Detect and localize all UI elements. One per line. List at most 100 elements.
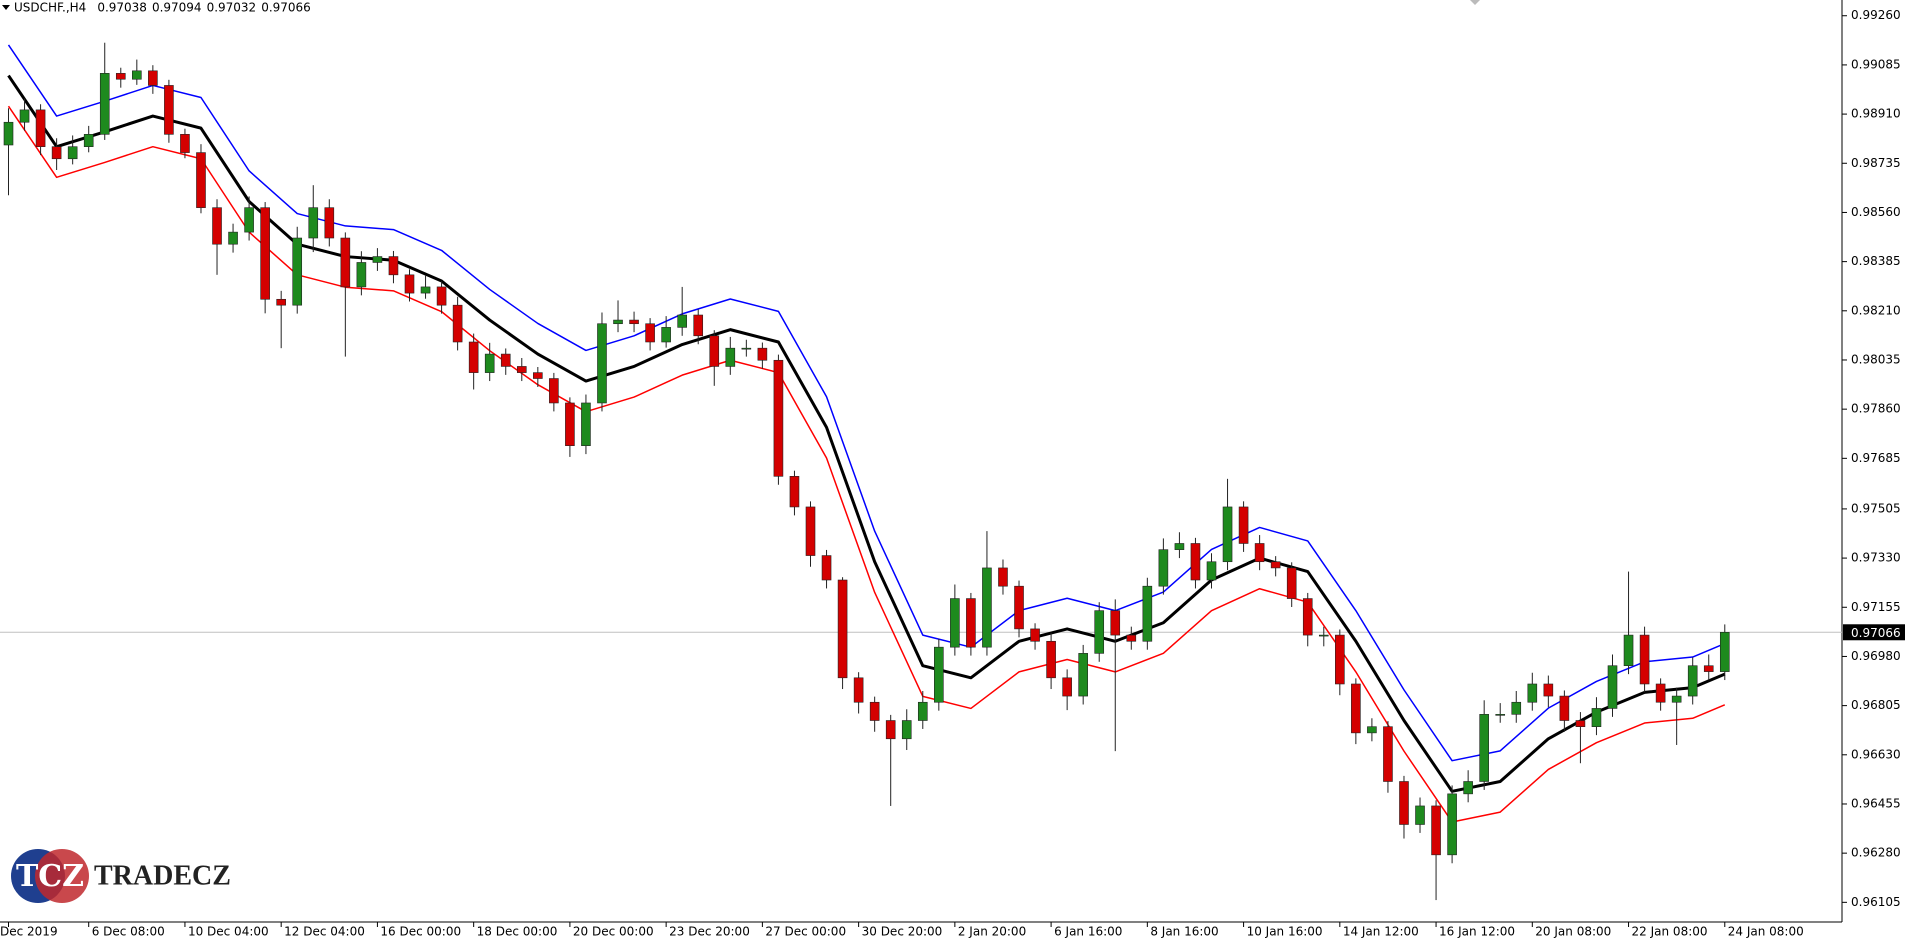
x-tick-label: 20 Jan 08:00 [1535,925,1611,939]
candle-body [83,134,94,147]
candle-body [533,372,543,379]
candle-body [19,109,30,123]
candle-body [1415,805,1425,825]
x-tick-label: Dec 2019 [0,925,58,939]
header-text: 0.97066 [261,1,311,15]
y-tick-label: 0.97505 [1851,501,1901,515]
candle-body [500,353,511,367]
candle-body [3,121,14,146]
candle-body [1591,708,1602,727]
candle-body [148,70,158,86]
candle-body [1078,653,1088,697]
y-tick-label: 0.96980 [1851,649,1901,663]
candle-body [629,319,639,325]
candle-body [773,359,784,477]
candle-body [260,207,270,300]
y-tick-label: 0.97155 [1851,600,1901,614]
candle-body [934,646,944,703]
candle-body [1431,805,1441,856]
x-tick-label: 23 Dec 20:00 [669,925,750,939]
candle-body [115,73,126,80]
candle-body [180,134,190,153]
candle-body [1351,683,1361,734]
candle-body [1126,634,1137,642]
candle-body [1142,585,1153,642]
x-tick-label: 6 Dec 08:00 [92,925,165,939]
candle-body [1607,665,1618,709]
candle-body [228,231,238,245]
candle-body [212,207,222,245]
candle-body [292,237,303,306]
candle-body [276,298,286,306]
candle-body [1671,695,1682,703]
candle-body [516,366,527,373]
y-tick-label: 0.99260 [1851,8,1901,22]
x-tick-label: 6 Jan 16:00 [1054,925,1122,939]
candle-body [1335,634,1345,685]
candle-body [966,598,976,648]
candle-body [1286,567,1297,599]
candle-body [565,402,575,446]
candle-body [484,353,495,373]
candle-body [1463,781,1473,795]
last-price-box [1843,624,1905,641]
candle-body [837,579,848,679]
x-tick-label: 24 Jan 08:00 [1728,925,1804,939]
candle-body [613,319,623,325]
candle-body [805,506,816,556]
candle-body [1575,720,1586,727]
candle-body [917,701,928,721]
candle-body [757,347,768,361]
x-tick-label: 20 Dec 00:00 [573,925,654,939]
candle-body [67,146,78,160]
candle-body [1639,634,1650,685]
candle-body [1190,543,1201,581]
candle-body [581,402,591,446]
y-tick-label: 0.98735 [1851,156,1901,170]
candle-body [741,347,752,350]
candle-body [132,70,142,80]
candle-body [308,207,319,239]
candle-body [51,146,62,160]
candle-body [1046,640,1056,679]
candle-body [1158,549,1169,587]
y-tick-label: 0.99085 [1851,57,1901,71]
y-tick-label: 0.98910 [1851,107,1901,121]
candle-body [1222,506,1233,563]
shift-marker [1470,0,1480,5]
candle-body [1479,714,1489,782]
band-line [7,44,1726,762]
header-text: 0.97032 [207,1,257,15]
candle-body [709,335,720,367]
y-tick-label: 0.96630 [1851,747,1901,761]
candle-body [436,286,447,306]
candle-body [420,286,431,294]
candle-body [693,314,704,337]
candle-body [1254,543,1265,563]
candle-body [645,323,655,343]
candle-body [549,378,559,404]
x-tick-label: 16 Dec 00:00 [380,925,461,939]
candle-body [388,256,399,276]
x-tick-label: 10 Jan 16:00 [1247,925,1323,939]
candle-body [1094,610,1105,654]
candle-body [789,476,800,508]
candle-body [597,323,607,404]
candle-body [1495,714,1506,716]
candle-body [982,567,992,648]
x-tick-label: 16 Jan 12:00 [1439,925,1515,939]
candle-body [1014,585,1024,630]
candle-body [1703,665,1714,672]
candle-body [372,256,383,263]
candle-body [1062,677,1072,697]
y-tick-label: 0.97330 [1851,551,1901,565]
candle-body [853,677,864,703]
candle-body [901,720,912,740]
candle-body [1030,628,1040,642]
x-tick-label: 22 Jan 08:00 [1632,925,1708,939]
header-text: USDCHF.,H4 [14,1,86,15]
candle-body [468,341,479,373]
candles [3,42,1730,901]
